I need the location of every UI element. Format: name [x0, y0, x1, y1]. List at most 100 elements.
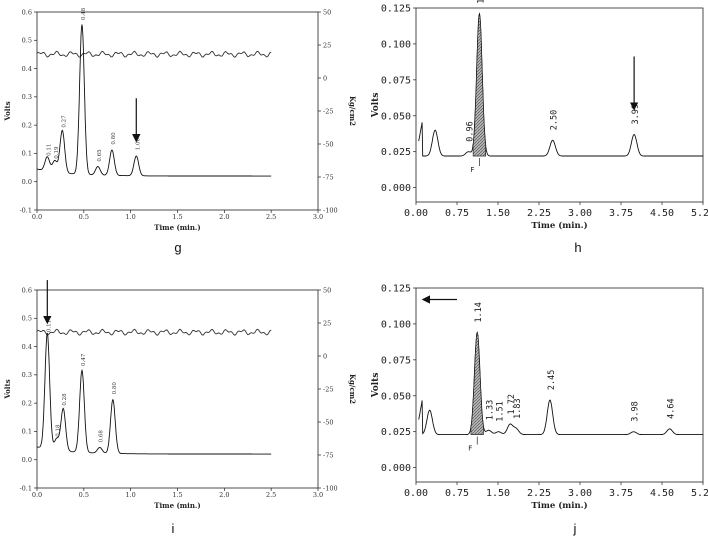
x-tick-label: 2.5 [266, 491, 276, 499]
right-tick-label: -75 [323, 173, 333, 181]
peak-label: 1.14 [474, 302, 484, 322]
x-axis-title: Time (min.) [154, 223, 200, 232]
x-tick-label: 4.50 [650, 488, 674, 499]
peak-label: 0.47 [81, 353, 87, 366]
signal-trace [418, 330, 703, 436]
y-tick-label: 0.6 [22, 286, 32, 294]
shaded-peak-area [472, 12, 486, 157]
right-tick-label: 0 [323, 74, 327, 82]
y-tick-label: 0.125 [381, 284, 411, 295]
chart-panel-j: 0.00 0.75 1.50 2.25 3.00 3.75 4.50 5.25 0.000 0.0… [371, 284, 708, 537]
pressure-trace [36, 328, 272, 336]
peak-label: 1.06 [135, 138, 141, 151]
panel-letter: i [172, 521, 175, 536]
x-tick-label: 0.75 [445, 488, 469, 499]
x-tick-label: 1.50 [486, 208, 510, 219]
y-tick-label: 0.6 [22, 8, 32, 16]
y-tick-label: 0.100 [381, 319, 411, 330]
y-tick-label: 0.050 [381, 391, 411, 402]
x-tick-label: 3.00 [568, 488, 592, 499]
x-tick-label: 1.5 [172, 213, 182, 221]
peak-label: 1.51 [496, 401, 506, 421]
y-tick-label: 0.125 [381, 4, 411, 15]
y-tick-label: 0.5 [22, 37, 32, 45]
x-axis-title: Time (min.) [531, 500, 587, 511]
peak-label: 0.11 [46, 144, 52, 156]
y-axis-title: Volts [371, 373, 381, 399]
shaded-peak-area [470, 331, 484, 435]
plot-frame [415, 287, 704, 483]
peak-label: 0.80 [111, 132, 117, 145]
right-tick-label: 50 [323, 8, 331, 16]
panel-letter: h [574, 240, 581, 255]
x-tick-label: 0.5 [79, 491, 89, 499]
chart-panel-h: 0.00 0.75 1.50 2.25 3.00 3.75 4.50 5.25 0.000 0.0… [371, 0, 708, 255]
peak-label: 0.68 [99, 430, 105, 443]
peak-label: 2.45 [547, 370, 557, 390]
signal-trace [36, 24, 272, 177]
x-tick-label: 4.50 [650, 208, 674, 219]
plot-frame [415, 7, 704, 203]
x-tick-label: 2.0 [219, 491, 229, 499]
right-tick-label: 50 [323, 286, 331, 294]
right-tick-label: -50 [323, 140, 333, 148]
peak-label: 0.11 [46, 320, 52, 332]
panel-letter: j [573, 521, 577, 536]
x-tick-label: 3.0 [313, 491, 323, 499]
plot-frame [36, 289, 319, 489]
x-axis-title: Time (min.) [154, 501, 200, 510]
peak-label: 0.27 [61, 115, 67, 128]
right-tick-label: 25 [323, 319, 331, 327]
y-tick-label: -0.1 [19, 206, 32, 214]
y-tick-label: 0.000 [381, 183, 411, 194]
x-tick-label: 0.00 [404, 488, 428, 499]
y-tick-label: 0.4 [22, 343, 32, 351]
x-tick-label: 5.25 [691, 208, 708, 219]
x-tick-label: 2.5 [266, 213, 276, 221]
right-tick-label: 0 [323, 352, 327, 360]
right-tick-label: -25 [323, 385, 333, 393]
peak-label: 3.98 [631, 401, 641, 421]
right-tick-label: -75 [323, 451, 333, 459]
y-tick-label: 0.3 [22, 93, 32, 101]
peak-label: 4.64 [667, 398, 677, 418]
peak-label: 2.50 [550, 110, 560, 130]
shaded-peak-marker: F [468, 445, 472, 453]
right-tick-label: 25 [323, 41, 331, 49]
x-tick-label: 2.25 [527, 208, 551, 219]
y-tick-label: 0.050 [381, 111, 411, 122]
y-tick-label: 0.0 [22, 456, 32, 464]
shaded-peak-marker: F [470, 166, 474, 174]
x-tick-label: 1.5 [172, 491, 182, 499]
peak-label: 0.18 [56, 424, 62, 437]
right-tick-label: -100 [323, 484, 338, 492]
x-tick-label: 0.75 [445, 208, 469, 219]
peak-label: 3.99 [631, 104, 641, 124]
peak-label: 1.33 [486, 400, 496, 420]
x-tick-label: 2.0 [219, 213, 229, 221]
x-tick-label: 0.5 [79, 213, 89, 221]
y-tick-label: -0.1 [19, 484, 32, 492]
peak-label: 0.48 [81, 7, 87, 20]
y-tick-label: 0.075 [381, 75, 411, 86]
panel-letter: g [174, 240, 181, 255]
x-tick-label: 3.00 [568, 208, 592, 219]
y-tick-label: 0.5 [22, 315, 32, 323]
signal-trace [418, 12, 703, 157]
y-tick-label: 0.000 [381, 463, 411, 474]
peak-label: 0.96 [465, 121, 475, 141]
x-tick-label: 5.25 [691, 488, 708, 499]
y-tick-label: 0.3 [22, 371, 32, 379]
peak-label: 1.72 [507, 394, 517, 414]
x-tick-label: 0.00 [404, 208, 428, 219]
x-tick-label: 2.25 [527, 488, 551, 499]
x-axis-title: Time (min.) [531, 220, 587, 231]
y-axis-title: Volts [3, 101, 12, 121]
right-axis-title: Kg/cm2 [348, 96, 357, 126]
y-tick-label: 0.1 [22, 428, 32, 436]
signal-trace [36, 332, 272, 455]
y-tick-label: 0.075 [381, 355, 411, 366]
peak-label: 0.28 [62, 393, 68, 406]
y-tick-label: 0.100 [381, 39, 411, 50]
